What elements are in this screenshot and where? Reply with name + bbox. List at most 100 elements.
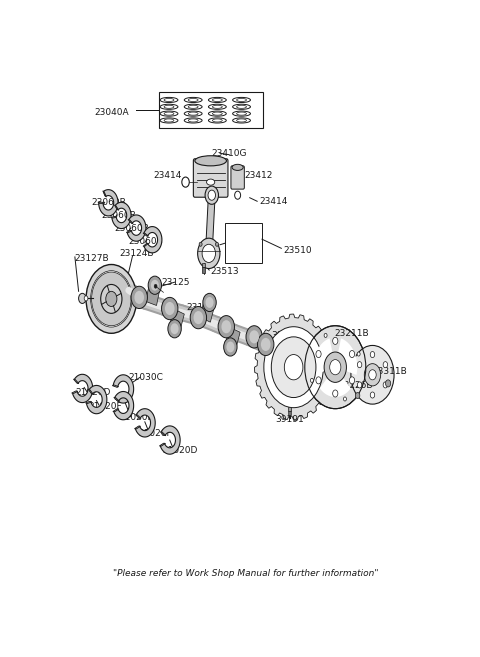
Text: 23060B: 23060B: [92, 198, 126, 207]
Text: 39190A: 39190A: [271, 331, 306, 340]
Circle shape: [182, 177, 189, 187]
Circle shape: [316, 377, 321, 384]
Circle shape: [324, 352, 347, 382]
Ellipse shape: [164, 105, 174, 108]
Ellipse shape: [237, 99, 246, 101]
Circle shape: [349, 377, 355, 384]
Text: 23060B: 23060B: [101, 211, 136, 220]
Circle shape: [370, 351, 375, 357]
Circle shape: [358, 361, 362, 368]
Circle shape: [198, 238, 220, 269]
Polygon shape: [127, 215, 146, 241]
Circle shape: [106, 291, 117, 306]
Text: 21030C: 21030C: [129, 373, 164, 382]
Ellipse shape: [237, 119, 246, 122]
Ellipse shape: [188, 105, 198, 108]
Ellipse shape: [188, 99, 198, 101]
Polygon shape: [111, 216, 117, 218]
Circle shape: [370, 392, 375, 398]
Polygon shape: [114, 392, 133, 420]
Circle shape: [205, 297, 214, 308]
Text: 23410G: 23410G: [212, 148, 247, 158]
Circle shape: [235, 191, 240, 199]
Polygon shape: [225, 327, 240, 350]
Polygon shape: [335, 338, 357, 375]
Text: "Please refer to Work Shop Manual for further information": "Please refer to Work Shop Manual for fu…: [113, 569, 379, 578]
Ellipse shape: [164, 119, 174, 122]
Ellipse shape: [237, 105, 246, 108]
Circle shape: [165, 302, 175, 315]
Polygon shape: [146, 283, 160, 306]
Circle shape: [91, 271, 132, 327]
Polygon shape: [254, 314, 333, 420]
Circle shape: [358, 382, 362, 388]
Text: 23127B: 23127B: [74, 254, 109, 263]
Text: 21020F: 21020F: [88, 402, 121, 411]
Text: 23060B: 23060B: [129, 237, 164, 246]
Polygon shape: [88, 389, 93, 394]
Polygon shape: [160, 426, 180, 454]
Circle shape: [264, 327, 324, 407]
Text: 23414: 23414: [154, 171, 182, 181]
Ellipse shape: [164, 112, 174, 115]
Circle shape: [202, 244, 216, 263]
Ellipse shape: [232, 164, 243, 170]
Circle shape: [369, 370, 376, 380]
Circle shape: [383, 382, 387, 388]
Text: 21020F: 21020F: [138, 430, 172, 438]
Circle shape: [364, 364, 381, 386]
FancyBboxPatch shape: [193, 159, 228, 197]
Ellipse shape: [188, 112, 198, 115]
Circle shape: [203, 293, 216, 311]
Polygon shape: [115, 394, 120, 399]
Text: 23414: 23414: [259, 197, 288, 206]
Ellipse shape: [213, 119, 222, 122]
Bar: [202, 263, 205, 267]
Circle shape: [131, 286, 147, 309]
Text: 23125: 23125: [161, 278, 190, 286]
Circle shape: [208, 190, 216, 200]
Polygon shape: [103, 191, 107, 197]
Polygon shape: [143, 233, 148, 236]
Polygon shape: [144, 227, 162, 253]
Text: 21020D: 21020D: [162, 446, 198, 455]
Circle shape: [333, 390, 338, 397]
Ellipse shape: [213, 112, 222, 115]
Bar: [288, 411, 291, 415]
Text: 23412: 23412: [244, 171, 273, 181]
Ellipse shape: [195, 156, 227, 166]
Circle shape: [349, 350, 355, 357]
Circle shape: [84, 296, 88, 301]
Polygon shape: [160, 432, 166, 436]
Ellipse shape: [206, 179, 215, 185]
Circle shape: [101, 284, 122, 313]
Ellipse shape: [188, 119, 198, 122]
FancyBboxPatch shape: [231, 166, 244, 189]
Text: 23124B: 23124B: [120, 249, 154, 258]
Circle shape: [316, 350, 321, 357]
Ellipse shape: [164, 99, 174, 101]
Polygon shape: [99, 190, 118, 216]
Text: 23111: 23111: [186, 303, 215, 312]
Polygon shape: [114, 205, 119, 210]
Circle shape: [246, 326, 263, 348]
Ellipse shape: [213, 105, 222, 108]
Circle shape: [324, 333, 327, 338]
Circle shape: [351, 346, 394, 404]
Polygon shape: [169, 309, 184, 331]
Circle shape: [258, 333, 274, 355]
Polygon shape: [73, 379, 79, 384]
Polygon shape: [135, 415, 141, 419]
Circle shape: [216, 242, 218, 246]
Circle shape: [154, 284, 157, 288]
Circle shape: [221, 320, 231, 333]
Bar: [288, 407, 291, 411]
Circle shape: [227, 342, 234, 352]
Polygon shape: [72, 374, 93, 403]
Bar: [203, 267, 204, 273]
Polygon shape: [126, 231, 132, 233]
Circle shape: [224, 338, 237, 356]
Polygon shape: [135, 409, 155, 437]
Polygon shape: [114, 397, 120, 401]
Circle shape: [271, 337, 316, 397]
